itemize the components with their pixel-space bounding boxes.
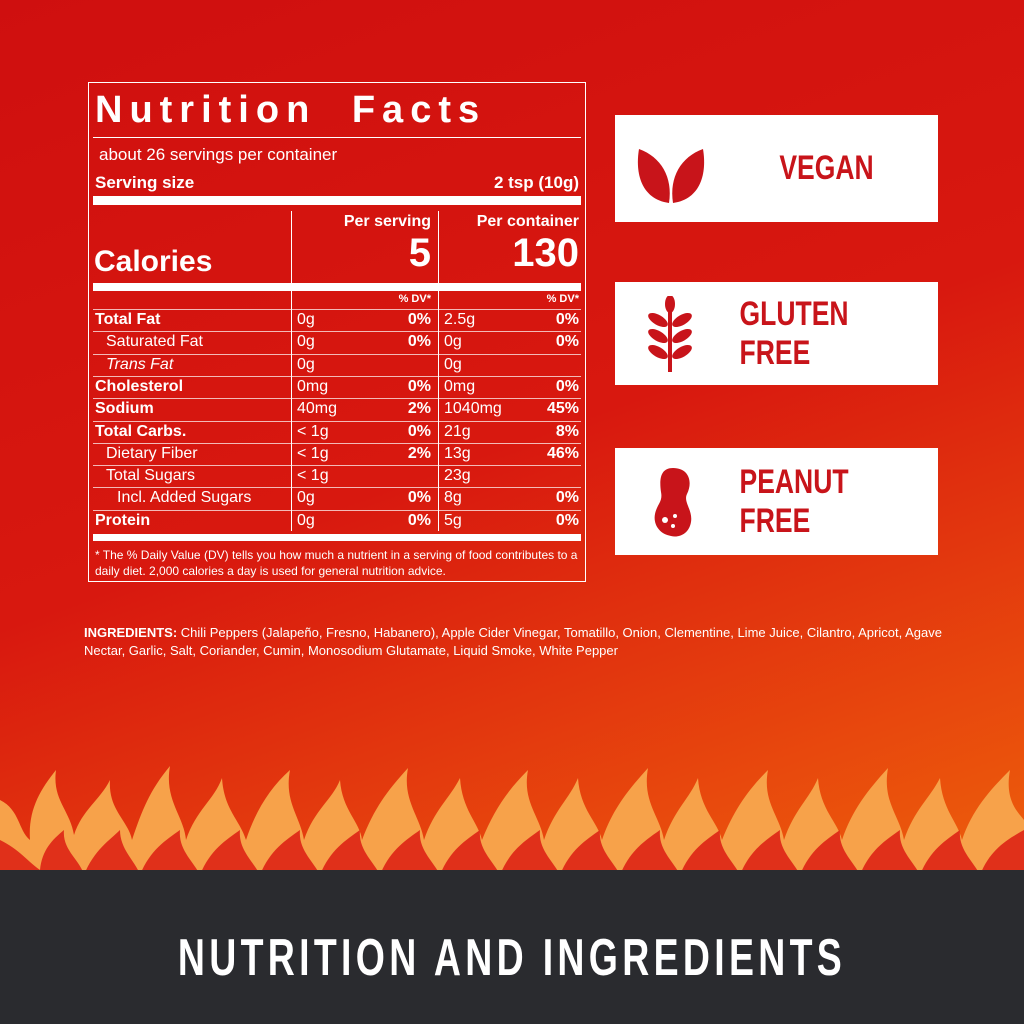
row-divider xyxy=(93,398,581,400)
nutrient-name: Total Fat xyxy=(95,311,161,328)
row-divider xyxy=(93,442,581,444)
row-divider xyxy=(93,331,581,333)
serving-amount: 0g xyxy=(297,511,315,529)
leaf-icon xyxy=(637,149,705,203)
serving-amount: 40mg xyxy=(297,400,338,418)
serving-amount: 0g xyxy=(297,311,315,328)
badge-label: GLUTEN FREE xyxy=(739,294,849,372)
thick-bar xyxy=(93,534,581,541)
serving-amount: < 1g xyxy=(297,467,329,485)
row-divider xyxy=(93,509,581,511)
badge: GLUTEN FREE xyxy=(615,282,938,385)
row-divider xyxy=(93,465,581,467)
row-divider xyxy=(93,420,581,422)
container-amount: 0mg xyxy=(444,377,476,395)
serving-dv: 0% xyxy=(407,333,431,351)
serving-amount: 0g xyxy=(297,489,315,507)
row-divider xyxy=(93,487,581,489)
container-dv: 8% xyxy=(555,422,579,440)
ingredients: INGREDIENTS: Chili Peppers (Jalapeño, Fr… xyxy=(84,624,964,660)
container-dv: 45% xyxy=(546,400,579,418)
nutrient-name: Total Sugars xyxy=(106,467,195,485)
dv-header: % DV* xyxy=(398,293,431,305)
peanut-icon xyxy=(654,468,692,537)
calories-value: 5 xyxy=(408,231,431,275)
serving-amount: < 1g xyxy=(297,422,329,440)
wheat-icon xyxy=(648,296,692,372)
container-amount: 1040mg xyxy=(444,400,502,418)
serving-amount: 0g xyxy=(297,355,315,373)
nutrient-name: Protein xyxy=(95,511,151,529)
badge: PEANUT FREE xyxy=(615,448,938,555)
container-amount: 5g xyxy=(444,511,462,529)
serving-dv: 2% xyxy=(407,400,431,418)
serving-dv: 0% xyxy=(407,511,431,529)
nutrition-title: Nutrition Facts xyxy=(95,89,487,131)
badge-label: PEANUT FREE xyxy=(739,462,849,540)
container-dv: 0% xyxy=(555,511,579,529)
nutrient-name: Dietary Fiber xyxy=(106,444,198,462)
serving-dv: 0% xyxy=(407,377,431,395)
container-amount: 0g xyxy=(444,355,462,373)
ingredients-label: INGREDIENTS: xyxy=(84,625,178,640)
column-header: Per container xyxy=(476,213,579,230)
container-amount: 13g xyxy=(444,444,471,462)
container-amount: 8g xyxy=(444,489,462,507)
container-amount: 2.5g xyxy=(444,311,476,328)
servings: about 26 servings per container xyxy=(99,145,338,164)
nutrient-name: Total Carbs. xyxy=(95,422,187,440)
serving-dv: 0% xyxy=(407,422,431,440)
container-amount: 0g xyxy=(444,333,462,351)
nutrient-name: Cholesterol xyxy=(95,377,184,395)
serving-dv: 0% xyxy=(407,489,431,507)
row-divider xyxy=(93,353,581,355)
row-divider xyxy=(93,309,581,310)
nutrient-name: Trans Fat xyxy=(106,355,174,373)
badge: VEGAN xyxy=(615,115,938,222)
serving-dv: 2% xyxy=(407,444,431,462)
container-dv: 0% xyxy=(555,489,579,507)
thick-bar xyxy=(93,196,581,205)
nutrition-panel: Nutrition Facts about 26 servings per co… xyxy=(88,82,586,582)
calories-value: 130 xyxy=(512,231,579,275)
row-divider xyxy=(93,375,581,377)
container-amount: 23g xyxy=(444,467,471,485)
serving-dv: 0% xyxy=(407,311,431,328)
container-amount: 21g xyxy=(444,422,471,440)
dv-header: % DV* xyxy=(546,293,579,305)
footer-title: NUTRITION AND INGREDIENTS xyxy=(177,929,847,987)
serving-amount: < 1g xyxy=(297,444,329,462)
divider xyxy=(438,211,439,531)
calories-label: Calories xyxy=(94,245,213,278)
container-dv: 0% xyxy=(555,333,579,351)
container-dv: 0% xyxy=(555,377,579,395)
nutrient-name: Incl. Added Sugars xyxy=(117,489,252,507)
nutrient-name: Sodium xyxy=(95,400,154,418)
container-dv: 0% xyxy=(555,311,579,328)
ingredients-text: Chili Peppers (Jalapeño, Fresno, Habaner… xyxy=(84,625,942,658)
container-dv: 46% xyxy=(546,444,579,462)
serving-size: 2 tsp (10g) xyxy=(493,173,579,192)
footnote: * The % Daily Value (DV) tells you how m… xyxy=(95,548,578,578)
column-header: Per serving xyxy=(343,213,431,230)
flames xyxy=(0,766,1024,890)
badge-label: VEGAN xyxy=(779,149,874,187)
nutrient-name: Saturated Fat xyxy=(106,333,203,351)
serving-size-label: Serving size xyxy=(95,173,195,192)
thick-bar xyxy=(93,283,581,291)
divider xyxy=(93,137,581,138)
footer-band xyxy=(0,870,1024,1024)
serving-amount: 0g xyxy=(297,333,315,351)
serving-amount: 0mg xyxy=(297,377,329,395)
divider xyxy=(291,211,292,531)
